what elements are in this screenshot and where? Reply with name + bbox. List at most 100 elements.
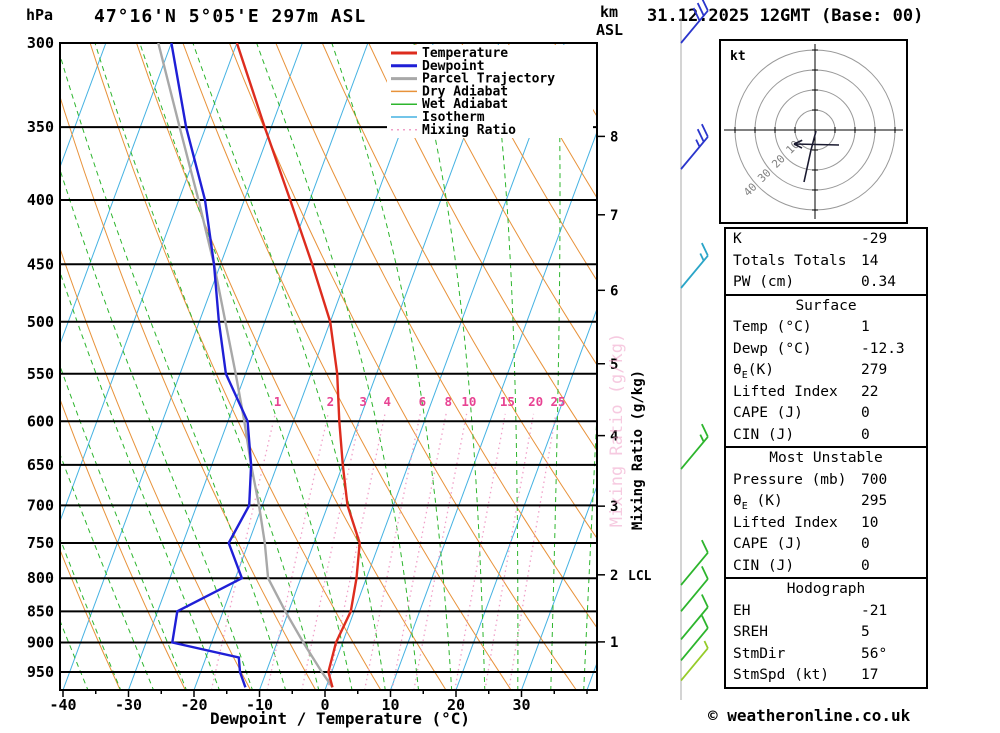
isotherm-line: [324, 43, 565, 690]
table-row-value: 0.34: [861, 274, 896, 290]
wind-barb-tick: [701, 0, 709, 12]
wind-barb: [680, 594, 709, 641]
table-row-value: 0: [861, 405, 870, 421]
table-row: PW (cm) 0.34: [726, 272, 926, 294]
wind-barb-halftick: [695, 139, 701, 148]
isotherm-line: [259, 43, 500, 690]
isotherm-line: [586, 661, 597, 690]
legend-item-label: Wet Adiabat: [422, 97, 508, 112]
mixing-ratio-axis-watermark: Mixing Ratio (g/kg): [607, 333, 627, 527]
mixing-ratio-value-label: 10: [461, 394, 476, 409]
plot-frame: [59, 42, 598, 691]
pressure-tick-label: 950: [27, 663, 54, 681]
dewpoint-curve: [170, 43, 253, 688]
dry-adiabat-line: [182, 43, 512, 690]
wet-adiabat-line: [413, 43, 486, 690]
table-row-label: CIN (J): [733, 557, 795, 574]
wind-barb-tick: [701, 123, 709, 138]
isotherm-line: [60, 43, 172, 346]
hodograph-trace-arrow: [793, 143, 803, 149]
isotherm-line: [521, 484, 597, 690]
mixing-ratio-value-label: 6: [419, 394, 427, 409]
temp-tick-label: -10: [246, 696, 273, 714]
table-row-value: 17: [861, 667, 879, 683]
table-row-label: Totals Totals: [733, 252, 847, 269]
pressure-tick-label: 750: [27, 534, 54, 552]
hodograph-trace: [793, 143, 840, 146]
dry-adiabat-line: [228, 43, 577, 690]
wind-barb-staff: [680, 578, 709, 612]
wind-barb-tick: [696, 128, 705, 143]
hodograph-trace: [803, 130, 817, 183]
mixing-ratio-line: [210, 413, 276, 690]
table-row-label: StmDir: [733, 645, 786, 662]
table-row: Temp (°C) 1: [726, 317, 926, 339]
table-row: θE(K) 279: [726, 360, 926, 382]
wind-barb-tick: [701, 594, 709, 608]
pressure-tick-label: 400: [27, 191, 54, 209]
table-row-value: 56°: [861, 645, 888, 662]
pressure-tick-label: 500: [27, 313, 54, 331]
temp-tick-label: 20: [447, 696, 465, 714]
mixing-ratio-line: [413, 413, 468, 690]
pressure-tick-label: 700: [27, 496, 54, 514]
table-label-subscript: E: [741, 369, 748, 381]
wind-barb: [680, 539, 709, 586]
table-row-value: 0: [861, 557, 870, 574]
table-row: StmSpd (kt) 17: [726, 665, 926, 687]
parcel-trajectory-curve: [157, 43, 334, 688]
wind-barb-staff: [680, 436, 709, 470]
mixing-ratio-value-label: 1: [274, 394, 282, 409]
mixing-ratio-line: [266, 413, 329, 690]
table-row: CAPE (J) 0: [726, 403, 926, 425]
table-section-header: Most Unstable: [769, 450, 883, 466]
pressure-tick-label: 350: [27, 118, 54, 136]
page-title: 47°16'N 5°05'E 297m ASL: [94, 6, 367, 27]
hodograph-unit-label: kt: [730, 49, 746, 64]
wind-barb-staff: [680, 552, 709, 586]
pressure-tick-label: 300: [27, 34, 54, 52]
table-row-value: 295: [861, 493, 888, 509]
mixing-ratio-axis-label: Mixing Ratio (g/kg): [630, 370, 646, 530]
table-label-subscript: E: [741, 500, 748, 512]
isotherm-line: [62, 43, 303, 690]
table-row-value: 22: [861, 383, 879, 400]
mixing-ratio-value-label: 8: [445, 394, 453, 409]
table-row-label: PW (cm): [733, 274, 795, 290]
dry-adiabat-line: [368, 43, 597, 452]
wet-adiabat-line: [60, 452, 155, 690]
table-row-value: 279: [861, 362, 888, 378]
indices-table-section: K -29 Totals Totals 14 PW (cm) 0.34: [724, 227, 928, 296]
pressure-tick-label: 600: [27, 412, 54, 430]
wet-adiabat-line: [192, 43, 386, 690]
table-row-value: 0: [861, 426, 870, 443]
table-row: Pressure (mb) 700: [726, 470, 926, 492]
stability-indices-tables: K -29 Totals Totals 14 PW (cm) 0.34 Surface Tem…: [724, 227, 928, 689]
mixing-ratio-value-label: 25: [550, 394, 565, 409]
wind-barb: [680, 565, 709, 612]
wind-barb-staff: [680, 10, 709, 44]
table-row-value: 1: [861, 319, 870, 335]
table-row-value: 14: [861, 252, 879, 269]
km-tick-label: 1: [610, 635, 618, 651]
table-row-value: 5: [861, 624, 870, 640]
mixing-ratio-line: [508, 413, 557, 690]
wind-barb-tick: [701, 242, 709, 257]
skewt-chart: 3003504004505005506006507007508008509009…: [27, 0, 712, 714]
table-row-label: StmSpd (kt): [733, 667, 830, 683]
pressure-tick-label: 550: [27, 365, 54, 383]
wind-barb-tick: [701, 539, 709, 554]
table-row-label: Lifted Index: [733, 514, 838, 531]
table-row-label: Lifted Index: [733, 383, 838, 400]
table-row-label: SREH: [733, 624, 768, 640]
wind-barb-halftick: [703, 640, 709, 649]
dry-adiabat-line: [647, 43, 712, 700]
mixing-ratio-value-label: 2: [327, 394, 335, 409]
legend-item-label: Isotherm: [422, 110, 485, 125]
table-row-value: -29: [861, 231, 888, 247]
temperature-curve: [235, 43, 361, 688]
mixing-ratio-line: [454, 413, 506, 690]
